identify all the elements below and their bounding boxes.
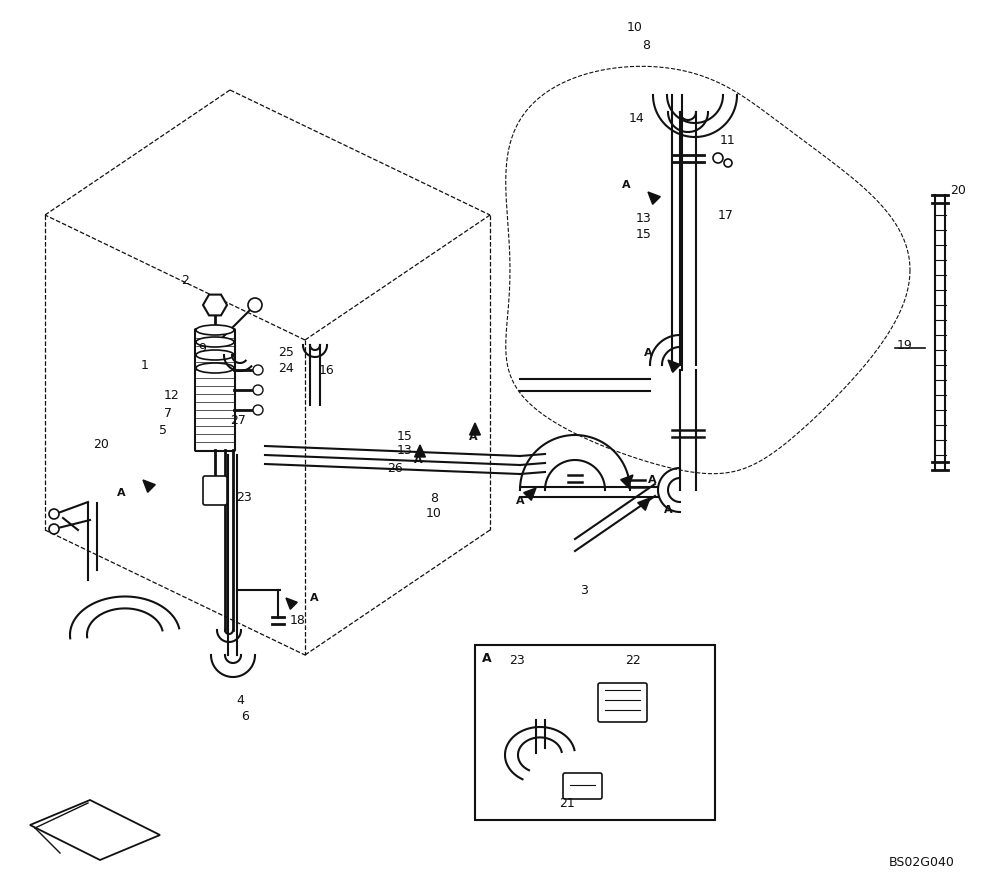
Text: 24: 24 bbox=[278, 362, 294, 375]
Text: 23: 23 bbox=[236, 490, 252, 503]
Text: 18: 18 bbox=[290, 613, 306, 627]
Text: 9: 9 bbox=[198, 341, 206, 355]
Circle shape bbox=[724, 159, 732, 167]
Polygon shape bbox=[203, 295, 227, 315]
Text: 21: 21 bbox=[559, 796, 575, 810]
Ellipse shape bbox=[196, 350, 234, 360]
Text: 19: 19 bbox=[897, 339, 913, 351]
Text: 11: 11 bbox=[720, 134, 736, 146]
Bar bbox=[475, 645, 715, 820]
Text: 16: 16 bbox=[319, 363, 335, 377]
Polygon shape bbox=[286, 598, 297, 609]
Text: A: A bbox=[644, 348, 652, 358]
Text: 10: 10 bbox=[426, 507, 442, 519]
FancyBboxPatch shape bbox=[203, 476, 227, 505]
Text: A: A bbox=[482, 651, 492, 664]
Ellipse shape bbox=[196, 363, 234, 373]
Text: 25: 25 bbox=[278, 346, 294, 358]
Polygon shape bbox=[524, 488, 536, 501]
Text: A: A bbox=[516, 496, 524, 506]
Polygon shape bbox=[415, 445, 425, 457]
Text: 20: 20 bbox=[950, 184, 966, 196]
Text: 22: 22 bbox=[625, 654, 641, 666]
Text: 3: 3 bbox=[580, 583, 588, 597]
Text: A: A bbox=[117, 488, 125, 498]
Circle shape bbox=[253, 365, 263, 375]
Circle shape bbox=[248, 298, 262, 312]
Text: 15: 15 bbox=[636, 228, 652, 240]
Text: 17: 17 bbox=[718, 209, 734, 222]
Text: 15: 15 bbox=[397, 429, 413, 443]
Polygon shape bbox=[668, 360, 680, 372]
Text: 1: 1 bbox=[141, 358, 149, 371]
FancyBboxPatch shape bbox=[195, 329, 235, 451]
Text: 12: 12 bbox=[164, 388, 180, 401]
Polygon shape bbox=[143, 480, 155, 492]
Text: 5: 5 bbox=[159, 423, 167, 436]
Text: 23: 23 bbox=[509, 654, 525, 666]
Circle shape bbox=[49, 524, 59, 534]
Ellipse shape bbox=[196, 337, 234, 347]
Text: 8: 8 bbox=[642, 39, 650, 52]
Text: 13: 13 bbox=[636, 211, 652, 224]
Text: 14: 14 bbox=[629, 112, 645, 124]
Text: A: A bbox=[622, 180, 630, 190]
FancyBboxPatch shape bbox=[598, 683, 647, 722]
Text: A: A bbox=[414, 455, 422, 465]
Text: 10: 10 bbox=[627, 20, 643, 33]
Text: 13: 13 bbox=[397, 444, 413, 457]
Text: 8: 8 bbox=[430, 492, 438, 504]
Circle shape bbox=[713, 153, 723, 163]
Text: A: A bbox=[648, 475, 656, 485]
Text: A: A bbox=[469, 432, 477, 442]
Text: 7: 7 bbox=[164, 407, 172, 420]
Text: 4: 4 bbox=[236, 693, 244, 707]
Ellipse shape bbox=[196, 325, 234, 335]
Text: 6: 6 bbox=[241, 709, 249, 722]
Polygon shape bbox=[621, 475, 633, 488]
Polygon shape bbox=[638, 498, 650, 510]
Text: BS02G040: BS02G040 bbox=[889, 855, 955, 869]
Text: 27: 27 bbox=[230, 414, 246, 427]
Circle shape bbox=[253, 405, 263, 415]
FancyBboxPatch shape bbox=[563, 773, 602, 799]
Polygon shape bbox=[470, 423, 480, 435]
Circle shape bbox=[253, 385, 263, 395]
Text: A: A bbox=[664, 505, 672, 515]
Polygon shape bbox=[648, 192, 660, 204]
Text: A: A bbox=[310, 593, 318, 603]
Text: 20: 20 bbox=[93, 437, 109, 451]
Text: 2: 2 bbox=[181, 274, 189, 287]
Circle shape bbox=[49, 509, 59, 519]
Text: 26: 26 bbox=[387, 461, 403, 474]
